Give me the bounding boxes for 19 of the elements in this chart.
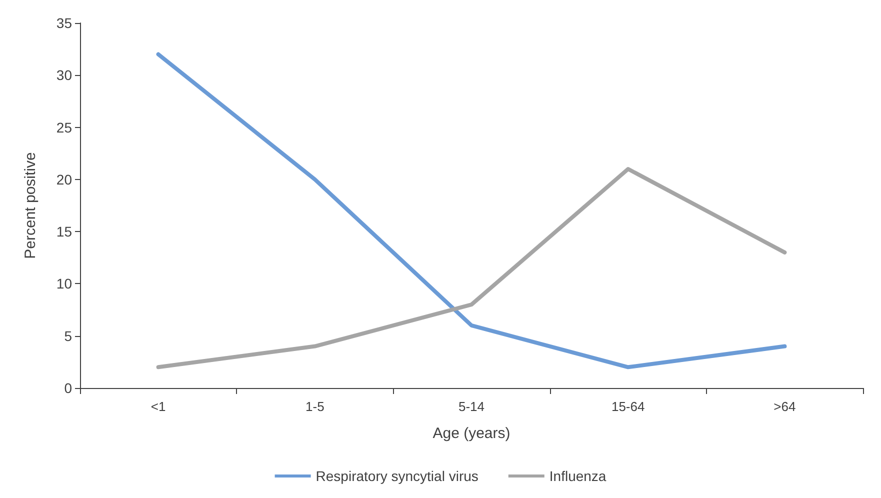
y-tick-label: 20 xyxy=(56,171,72,188)
y-tick-label: 15 xyxy=(56,224,72,240)
y-tick-label: 10 xyxy=(56,276,72,292)
y-axis-title: Percent positive xyxy=(22,152,39,259)
y-tick-label: 5 xyxy=(64,328,72,344)
x-tick-label: 5-14 xyxy=(458,399,485,414)
x-tick-label: >64 xyxy=(774,399,796,414)
y-tick-label: 25 xyxy=(56,119,72,136)
x-tick-label: <1 xyxy=(150,399,166,414)
x-tick-label: 15-64 xyxy=(611,399,645,414)
x-axis-title: Age (years) xyxy=(432,425,510,442)
x-tick-label: 1-5 xyxy=(306,399,324,414)
y-tick-label: 0 xyxy=(64,380,72,396)
y-tick-label: 35 xyxy=(56,15,72,31)
legend-label: Respiratory syncytial virus xyxy=(316,468,478,484)
y-tick-label: 30 xyxy=(56,67,72,84)
line-series xyxy=(156,52,787,370)
legend-label: Influenza xyxy=(549,468,606,484)
line-series xyxy=(156,167,787,370)
